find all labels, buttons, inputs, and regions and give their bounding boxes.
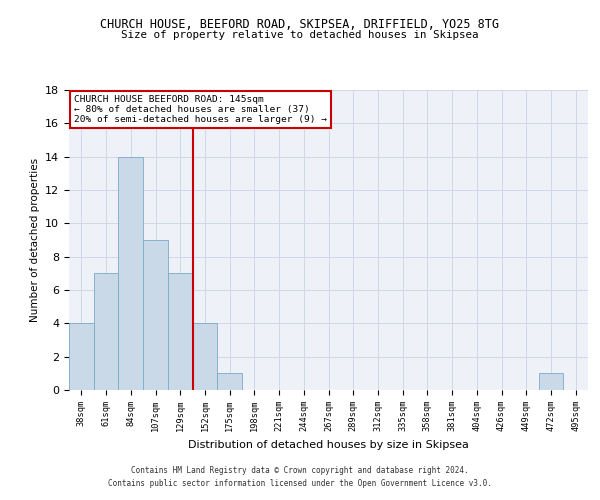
Bar xyxy=(118,156,143,390)
Bar xyxy=(539,374,563,390)
Bar xyxy=(168,274,193,390)
Bar xyxy=(94,274,118,390)
Text: Size of property relative to detached houses in Skipsea: Size of property relative to detached ho… xyxy=(121,30,479,40)
Text: CHURCH HOUSE BEEFORD ROAD: 145sqm
← 80% of detached houses are smaller (37)
20% : CHURCH HOUSE BEEFORD ROAD: 145sqm ← 80% … xyxy=(74,94,327,124)
Text: Contains HM Land Registry data © Crown copyright and database right 2024.
Contai: Contains HM Land Registry data © Crown c… xyxy=(108,466,492,487)
Y-axis label: Number of detached properties: Number of detached properties xyxy=(29,158,40,322)
Bar xyxy=(143,240,168,390)
Bar xyxy=(217,374,242,390)
Bar xyxy=(193,324,217,390)
Text: CHURCH HOUSE, BEEFORD ROAD, SKIPSEA, DRIFFIELD, YO25 8TG: CHURCH HOUSE, BEEFORD ROAD, SKIPSEA, DRI… xyxy=(101,18,499,30)
Bar xyxy=(69,324,94,390)
X-axis label: Distribution of detached houses by size in Skipsea: Distribution of detached houses by size … xyxy=(188,440,469,450)
